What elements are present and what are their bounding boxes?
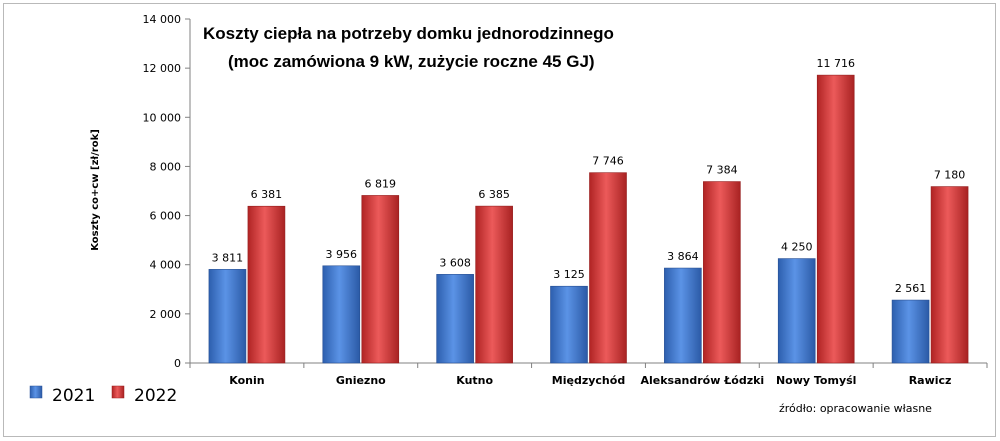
x-tick-label: Nowy Tomyśl [776,374,856,387]
bar-2021 [208,269,247,364]
y-tick-label: 4 000 [150,259,182,272]
bar-2021 [550,285,588,364]
data-labels: 3 811 6 381 3 956 6 819 3 608 6 385 3 125 7 746… [212,57,966,295]
legend-swatch-2021 [29,385,43,399]
data-label-2022: 7 180 [934,169,966,182]
data-label-2021: 2 561 [895,282,927,295]
y-tick-label: 8 000 [150,160,182,173]
y-tick-label: 14 000 [143,13,182,26]
y-axis-label: Koszty co+cw [zł/rok] [90,129,101,251]
bar-2021 [777,258,816,364]
x-tick-label: Aleksandrów Łódzki [641,374,765,387]
bar-2021 [664,267,702,364]
x-tick-label: Rawicz [909,374,952,387]
chart-title-line1: Koszty ciepła na potrzeby domku jednorod… [203,24,614,43]
legend-swatch-2022 [111,385,125,399]
data-label-2021: 3 608 [439,256,471,269]
data-label-2021: 3 956 [326,248,358,261]
data-label-2022: 6 381 [251,188,283,201]
chart-title-line2: (moc zamówiona 9 kW, zużycie roczne 45 G… [228,52,595,71]
bar-2022 [247,205,286,364]
y-tick-label: 10 000 [143,111,182,124]
data-label-2021: 3 811 [212,251,244,264]
bar-2022 [703,181,741,364]
data-label-2021: 4 250 [781,241,813,254]
bar-2022 [361,195,400,364]
x-tick-label: Międzychód [552,374,625,387]
y-tick-label: 0 [174,357,181,370]
legend: 2021 2022 [29,385,177,406]
x-tick-label: Kutno [456,374,493,387]
source-note: źródło: opracowanie własne [779,402,932,415]
y-tick-label: 2 000 [150,308,182,321]
x-tick-label: Gniezno [336,374,386,387]
bar-2022 [930,186,969,364]
data-label-2022: 11 716 [816,57,855,70]
data-label-2022: 7 384 [706,164,738,177]
bar-2021 [322,265,361,364]
legend-label-2021: 2021 [52,386,95,406]
bar-2022 [589,172,627,364]
data-label-2021: 3 864 [667,250,699,263]
data-label-2022: 7 746 [592,155,624,168]
y-tick-label: 12 000 [143,62,182,75]
bar-2022 [816,74,855,364]
legend-label-2022: 2022 [134,386,177,406]
bar-2022 [475,205,513,364]
bar-2021 [891,299,930,364]
bar-2021 [436,274,474,364]
data-label-2022: 6 385 [478,188,510,201]
data-label-2022: 6 819 [365,177,397,190]
y-tick-label: 6 000 [150,210,182,223]
bars [208,74,969,364]
data-label-2021: 3 125 [553,268,585,281]
x-tick-label: Konin [229,374,264,387]
